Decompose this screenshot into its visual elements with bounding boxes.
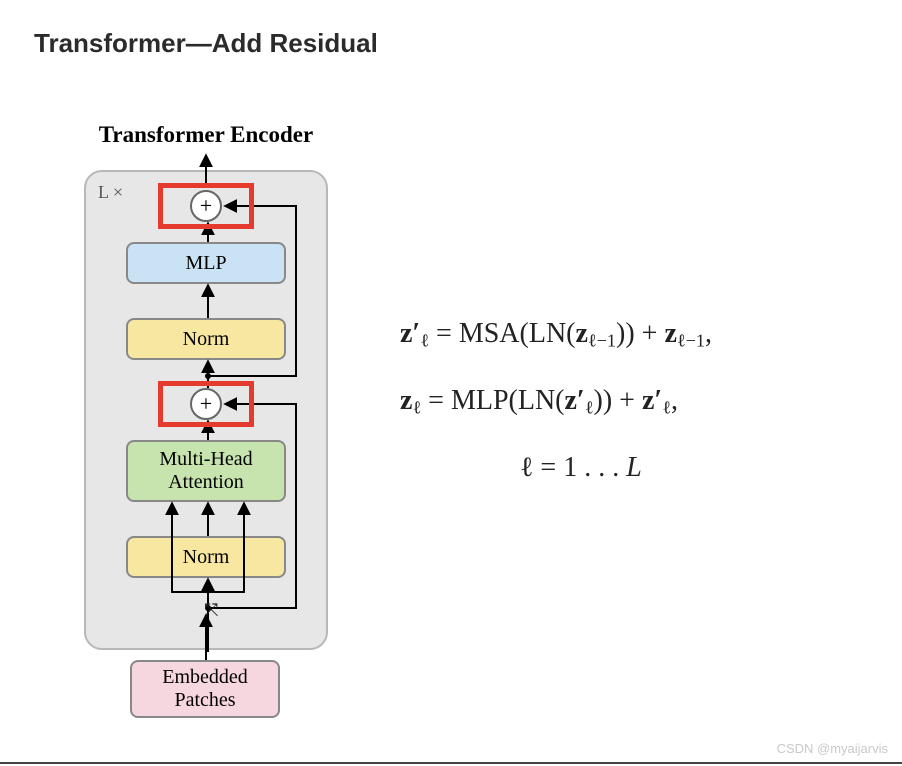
encoder-heading: Transformer Encoder [76, 122, 336, 148]
plus-icon: + [200, 195, 212, 217]
norm-block-lower: Norm [126, 536, 286, 578]
mlp-block: MLP [126, 242, 286, 284]
encoder-box: L × + MLP Norm [84, 170, 328, 650]
plus-icon: + [200, 393, 212, 415]
repeat-count-label: L × [98, 182, 123, 203]
embedded-patches-block: EmbeddedPatches [130, 660, 280, 718]
bottom-border [0, 762, 902, 764]
equations-panel: z′ℓ = MSA(LN(zℓ−1)) + zℓ−1, zℓ = MLP(LN(… [400, 300, 880, 502]
add-node-mid: + [190, 388, 222, 420]
equation-range: ℓ = 1 . . . L [400, 434, 880, 501]
watermark: CSDN @myaijarvis [777, 741, 888, 756]
embedded-patches-holder: EmbeddedPatches [130, 660, 280, 718]
equation-msa: z′ℓ = MSA(LN(zℓ−1)) + zℓ−1, [400, 300, 880, 367]
add-node-top: + [190, 190, 222, 222]
multihead-attention-block: Multi-HeadAttention [126, 440, 286, 502]
slide-title: Transformer—Add Residual [34, 28, 378, 59]
norm-block-upper: Norm [126, 318, 286, 360]
cursor-icon: ⤧ [204, 600, 218, 621]
equation-mlp: zℓ = MLP(LN(z′ℓ)) + z′ℓ, [400, 367, 880, 434]
